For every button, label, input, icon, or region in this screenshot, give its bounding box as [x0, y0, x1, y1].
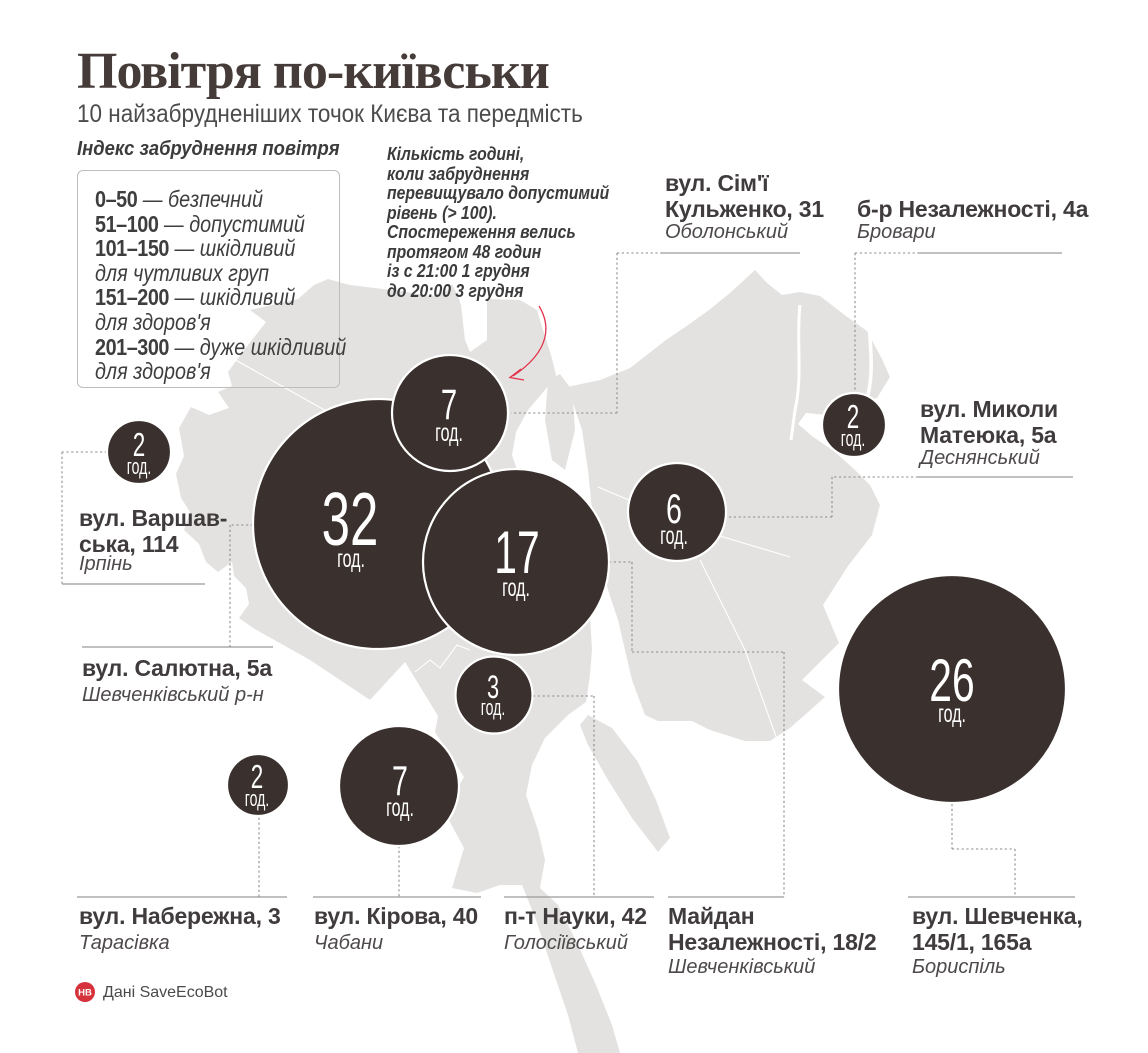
svg-text:год.: год. — [938, 701, 966, 728]
svg-text:год.: год. — [660, 523, 688, 550]
svg-text:32: 32 — [322, 477, 379, 561]
svg-text:НВ: НВ — [78, 988, 92, 999]
svg-text:год.: год. — [245, 786, 269, 811]
svg-text:год.: год. — [502, 575, 530, 602]
svg-text:год.: год. — [435, 420, 463, 447]
svg-text:17: 17 — [494, 519, 539, 586]
svg-text:год.: год. — [841, 426, 865, 451]
svg-text:2: 2 — [251, 758, 263, 795]
svg-text:26: 26 — [929, 647, 974, 714]
svg-text:год.: год. — [386, 795, 414, 822]
svg-text:год.: год. — [481, 695, 505, 720]
svg-text:7: 7 — [392, 756, 408, 804]
svg-text:3: 3 — [487, 669, 499, 705]
svg-text:2: 2 — [847, 398, 859, 435]
svg-text:2: 2 — [133, 426, 145, 463]
svg-text:6: 6 — [666, 484, 682, 532]
svg-text:7: 7 — [441, 380, 457, 428]
svg-text:год.: год. — [337, 546, 365, 573]
svg-text:год.: год. — [127, 454, 151, 479]
